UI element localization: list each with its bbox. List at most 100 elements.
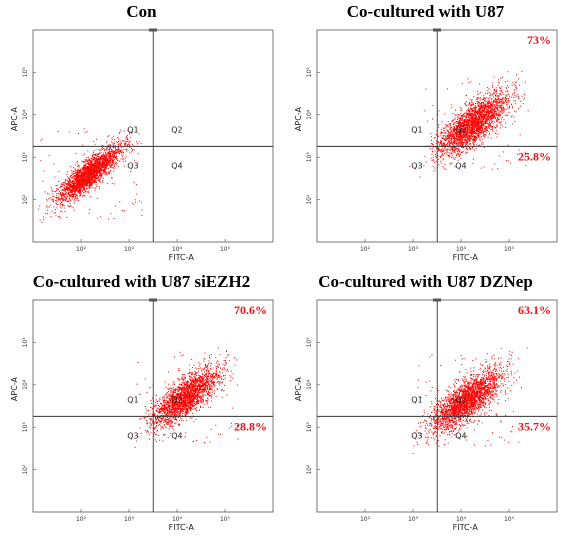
scatter-point [99,162,101,164]
scatter-point [481,121,483,123]
scatter-point [451,148,453,150]
scatter-point [116,158,118,160]
scatter-point [83,188,85,190]
scatter-point [94,174,96,176]
scatter-point [464,121,466,123]
scatter-point [113,159,115,161]
x-axis-label: FITC-A [169,253,195,262]
scatter-point [474,135,476,137]
scatter-point [76,178,78,180]
scatter-point [95,178,97,180]
y-tick-label: 10⁴ [22,109,29,120]
scatter-point [110,166,112,168]
scatter-point [91,187,93,189]
scatter-point [464,124,466,126]
scatter-panel-u87: Co-cultured with U87 Q1 Q2 Q3 Q4 10² 10³ 10⁴ 10… [284,0,567,270]
scatter-point [498,111,500,113]
scatter-point [106,163,108,165]
scatter-point [495,87,497,89]
scatter-point [506,102,508,104]
scatter-point [94,159,96,161]
scatter-point [507,160,509,162]
scatter-point [476,112,478,114]
scatter-point [486,118,488,120]
scatter-point [105,155,107,157]
scatter-point [68,191,70,193]
scatter-point [452,127,454,129]
scatter-point [106,156,108,158]
scatter-point [479,112,481,114]
scatter-point [79,185,81,187]
scatter-point [484,130,486,132]
scatter-point [440,141,442,143]
scatter-point [77,200,79,202]
scatter-point [468,132,470,134]
scatter-point [79,169,81,171]
scatter-point [112,146,114,148]
scatter-point [96,164,98,166]
scatter-point [64,181,66,183]
scatter-point [493,76,495,78]
scatter-point [473,140,475,141]
scatter-point [55,215,57,217]
scatter-point [481,110,483,112]
scatter-point [475,127,477,129]
scatter-point [103,148,105,150]
scatter-point [496,120,498,122]
scatter-point [47,206,49,208]
scatter-point [457,128,459,130]
scatter-point [472,138,474,140]
scatter-point [446,142,448,144]
scatter-point [109,157,111,159]
scatter-point [506,114,508,116]
scatter-point [106,150,108,152]
scatter-point [477,136,479,138]
scatter-point [469,102,471,104]
scatter-point [469,131,471,133]
scatter-point [504,108,506,110]
scatter-point [102,164,104,166]
scatter-point [96,161,98,163]
scatter-point [447,136,449,138]
scatter-point [527,110,529,112]
scatter-point [117,166,119,168]
scatter-point [74,189,76,191]
scatter-point [470,143,472,145]
scatter-point [453,129,455,131]
scatter-point [79,191,81,193]
scatter-point [476,136,478,138]
scatter-point [66,171,68,173]
scatter-point [486,102,488,104]
scatter-point [93,158,95,160]
scatter-point [492,108,494,110]
scatter-point [96,177,98,179]
scatter-point [76,172,78,174]
scatter-point [113,152,115,154]
scatter-point [460,141,462,143]
scatter-point [521,70,523,72]
scatter-point [87,159,89,161]
scatter-point [91,185,93,187]
scatter-point [444,134,446,136]
scatter-point [100,152,102,154]
scatter-point [75,179,77,181]
scatter-point [96,156,98,158]
scatter-point [91,171,93,173]
scatter-point [90,184,92,186]
scatter-point [124,158,126,160]
scatter-point [108,218,110,220]
scatter-point [65,179,67,181]
scatter-point [52,199,54,201]
scatter-point [96,173,98,175]
scatter-point [103,163,105,165]
scatter-point [81,169,83,171]
scatter-point [86,178,88,180]
scatter-point [122,160,124,162]
scatter-point [88,170,90,172]
scatter-point [502,77,504,79]
scatter-point [479,132,481,134]
scatter-point [518,97,520,99]
scatter-point [488,113,490,115]
scatter-point [511,96,513,98]
scatter-point [492,82,494,84]
